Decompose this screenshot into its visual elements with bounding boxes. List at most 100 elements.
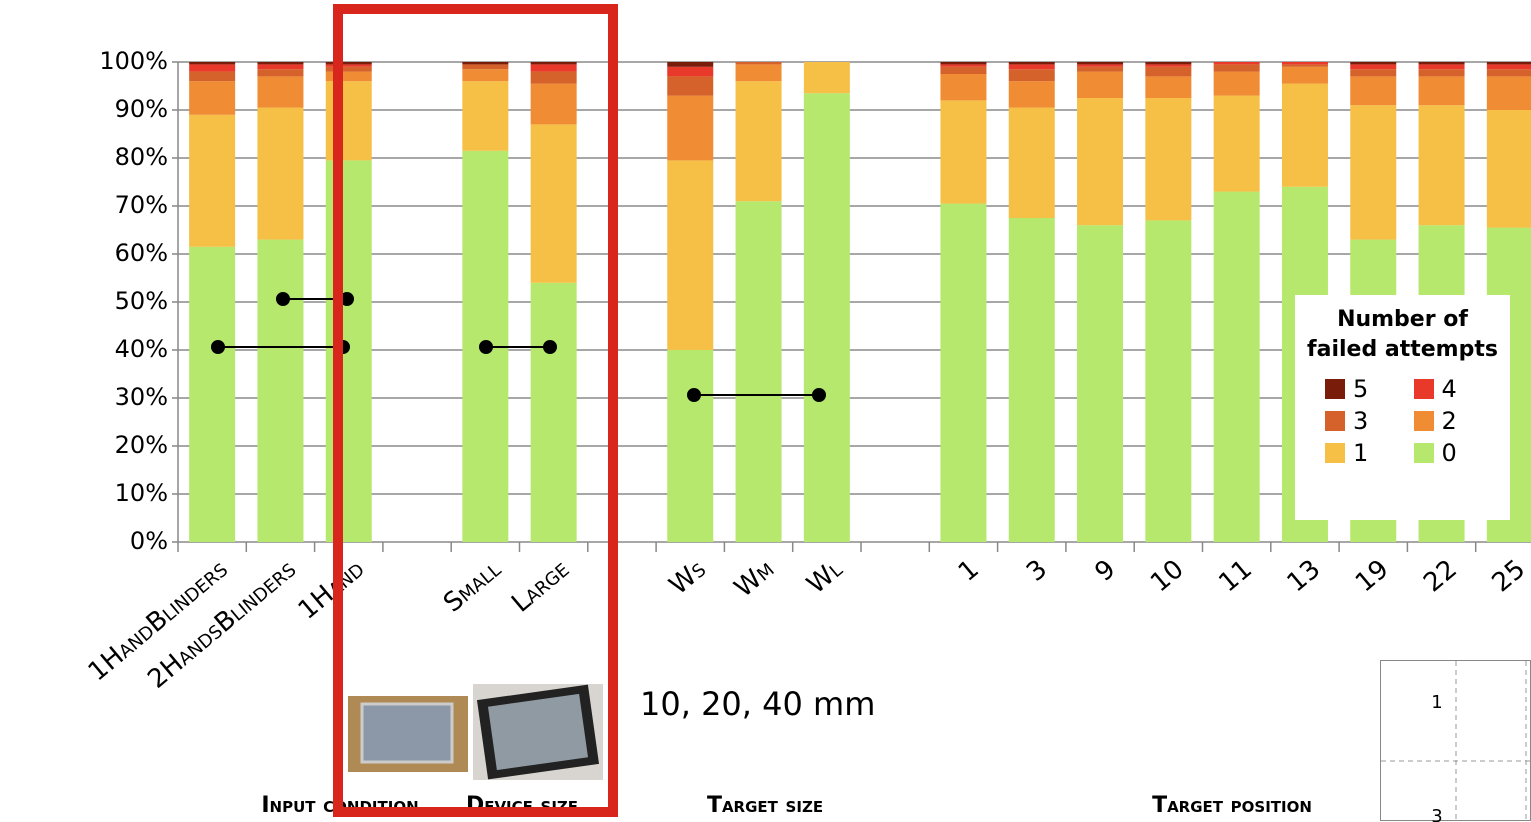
bar-segment xyxy=(462,64,509,70)
y-tick-label: 60% xyxy=(115,239,168,267)
bar-segment xyxy=(257,76,304,108)
y-tick-label: 70% xyxy=(115,191,168,219)
x-tick-label: Small xyxy=(438,554,507,618)
bar-segment xyxy=(325,71,372,82)
bar-segment xyxy=(940,100,987,204)
legend-swatch xyxy=(1325,379,1345,399)
x-tick-label: 13 xyxy=(1282,554,1327,598)
legend-item: 2 xyxy=(1413,407,1503,435)
bar-segment xyxy=(1418,105,1465,226)
bar-segment xyxy=(1008,107,1055,218)
y-tick-label: 90% xyxy=(115,95,168,123)
bar-segment xyxy=(530,71,577,84)
legend-swatch xyxy=(1325,443,1345,463)
bar-segment xyxy=(1145,62,1192,65)
y-tick-label: 10% xyxy=(115,479,168,507)
device-photos xyxy=(348,684,603,780)
bar-segment xyxy=(667,76,714,96)
bars xyxy=(189,62,1531,543)
legend-swatch xyxy=(1413,379,1434,399)
bar-segment xyxy=(1350,69,1397,77)
bar-segment xyxy=(325,66,372,72)
x-tick-label: 9 xyxy=(1089,554,1121,588)
bar-segment xyxy=(1281,83,1328,187)
legend-item: 4 xyxy=(1413,375,1503,403)
inset-svg: 1 3 xyxy=(1381,661,1531,822)
y-tick-label: 50% xyxy=(115,287,168,315)
bar-segment xyxy=(257,62,304,65)
bar-segment xyxy=(940,62,987,65)
bar-segment xyxy=(940,66,987,74)
legend-label: 5 xyxy=(1353,375,1369,403)
bar-segment xyxy=(257,107,304,240)
bar-segment xyxy=(257,239,304,542)
legend-label: 3 xyxy=(1353,407,1369,435)
bar-segment xyxy=(1145,98,1192,221)
bar-segment xyxy=(1486,64,1531,70)
bar-segment xyxy=(1145,76,1192,98)
legend-title: Number of failed attempts xyxy=(1307,307,1498,362)
bar-segment xyxy=(1281,66,1328,84)
bar-segment xyxy=(1008,62,1055,65)
bar-segment xyxy=(1077,98,1124,226)
legend-swatch xyxy=(1413,411,1434,431)
bar-segment xyxy=(667,160,714,350)
bar-segment xyxy=(1486,62,1531,65)
bar-segment xyxy=(189,71,236,82)
x-tick-label: 3 xyxy=(1021,554,1053,588)
legend-label: 1 xyxy=(1353,439,1369,467)
legend-label: 0 xyxy=(1441,439,1457,467)
bar-segment xyxy=(325,64,372,67)
bar-segment xyxy=(1145,220,1192,542)
x-tick-label: 25 xyxy=(1487,554,1531,598)
inset-grid: 1 3 xyxy=(1380,660,1531,822)
bar-segment xyxy=(1486,69,1531,77)
y-tick-label: 100% xyxy=(99,47,168,75)
bar-segment xyxy=(325,160,372,542)
bar-segment xyxy=(1008,218,1055,542)
bar-segment xyxy=(1350,76,1397,106)
bar-segment xyxy=(940,64,987,67)
bar-segment xyxy=(189,81,236,115)
y-tick-label: 30% xyxy=(115,383,168,411)
legend: Number of failed attempts 5 4 3 2 1 0 xyxy=(1295,295,1510,520)
bar-segment xyxy=(189,64,236,72)
bar-segment xyxy=(462,81,509,151)
bar-segment xyxy=(667,62,714,67)
bar-segment xyxy=(667,66,714,77)
bar-segment xyxy=(1077,62,1124,65)
x-tick-label: Wm xyxy=(729,554,780,603)
y-tick-label: 20% xyxy=(115,431,168,459)
x-tick-label: 19 xyxy=(1350,554,1395,598)
x-tick-label: Large xyxy=(506,554,575,619)
bar-segment xyxy=(462,69,509,82)
bar-segment xyxy=(667,350,714,542)
x-tick-label: Wl xyxy=(802,554,849,600)
bar-segment xyxy=(1486,110,1531,228)
y-tick-label: 80% xyxy=(115,143,168,171)
bar-segment xyxy=(1077,225,1124,542)
bar-segment xyxy=(735,62,782,65)
bar-segment xyxy=(940,203,987,542)
bar-segment xyxy=(189,114,236,247)
bar-segment xyxy=(530,124,577,283)
legend-label: 4 xyxy=(1441,375,1457,403)
bar-segment xyxy=(530,282,577,542)
bar-segment xyxy=(1077,66,1124,72)
bar-segment xyxy=(530,64,577,72)
bar-segment xyxy=(530,62,577,65)
bar-segment xyxy=(940,74,987,101)
legend-item: 1 xyxy=(1325,439,1414,467)
bar-segment xyxy=(735,81,782,202)
bar-segment xyxy=(1008,81,1055,108)
group-label: Target size xyxy=(707,793,823,818)
bar-segment xyxy=(1213,95,1260,192)
y-tick-label: 0% xyxy=(130,527,168,555)
bar-segment xyxy=(1486,76,1531,110)
bar-segment xyxy=(1418,62,1465,65)
x-tick-label: 1Hand xyxy=(293,554,370,626)
legend-label: 2 xyxy=(1441,407,1457,435)
bar-segment xyxy=(1008,64,1055,70)
bar-segment xyxy=(257,64,304,70)
